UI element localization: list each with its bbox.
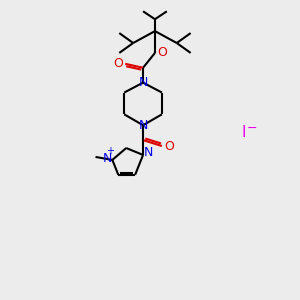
Text: N: N bbox=[138, 76, 148, 89]
Text: O: O bbox=[157, 46, 167, 59]
Text: N: N bbox=[138, 119, 148, 132]
Text: +: + bbox=[106, 146, 114, 156]
Text: −: − bbox=[247, 122, 257, 135]
Text: N: N bbox=[103, 152, 112, 165]
Text: I: I bbox=[242, 125, 246, 140]
Text: O: O bbox=[113, 57, 123, 70]
Text: N: N bbox=[143, 146, 153, 160]
Text: O: O bbox=[164, 140, 174, 152]
